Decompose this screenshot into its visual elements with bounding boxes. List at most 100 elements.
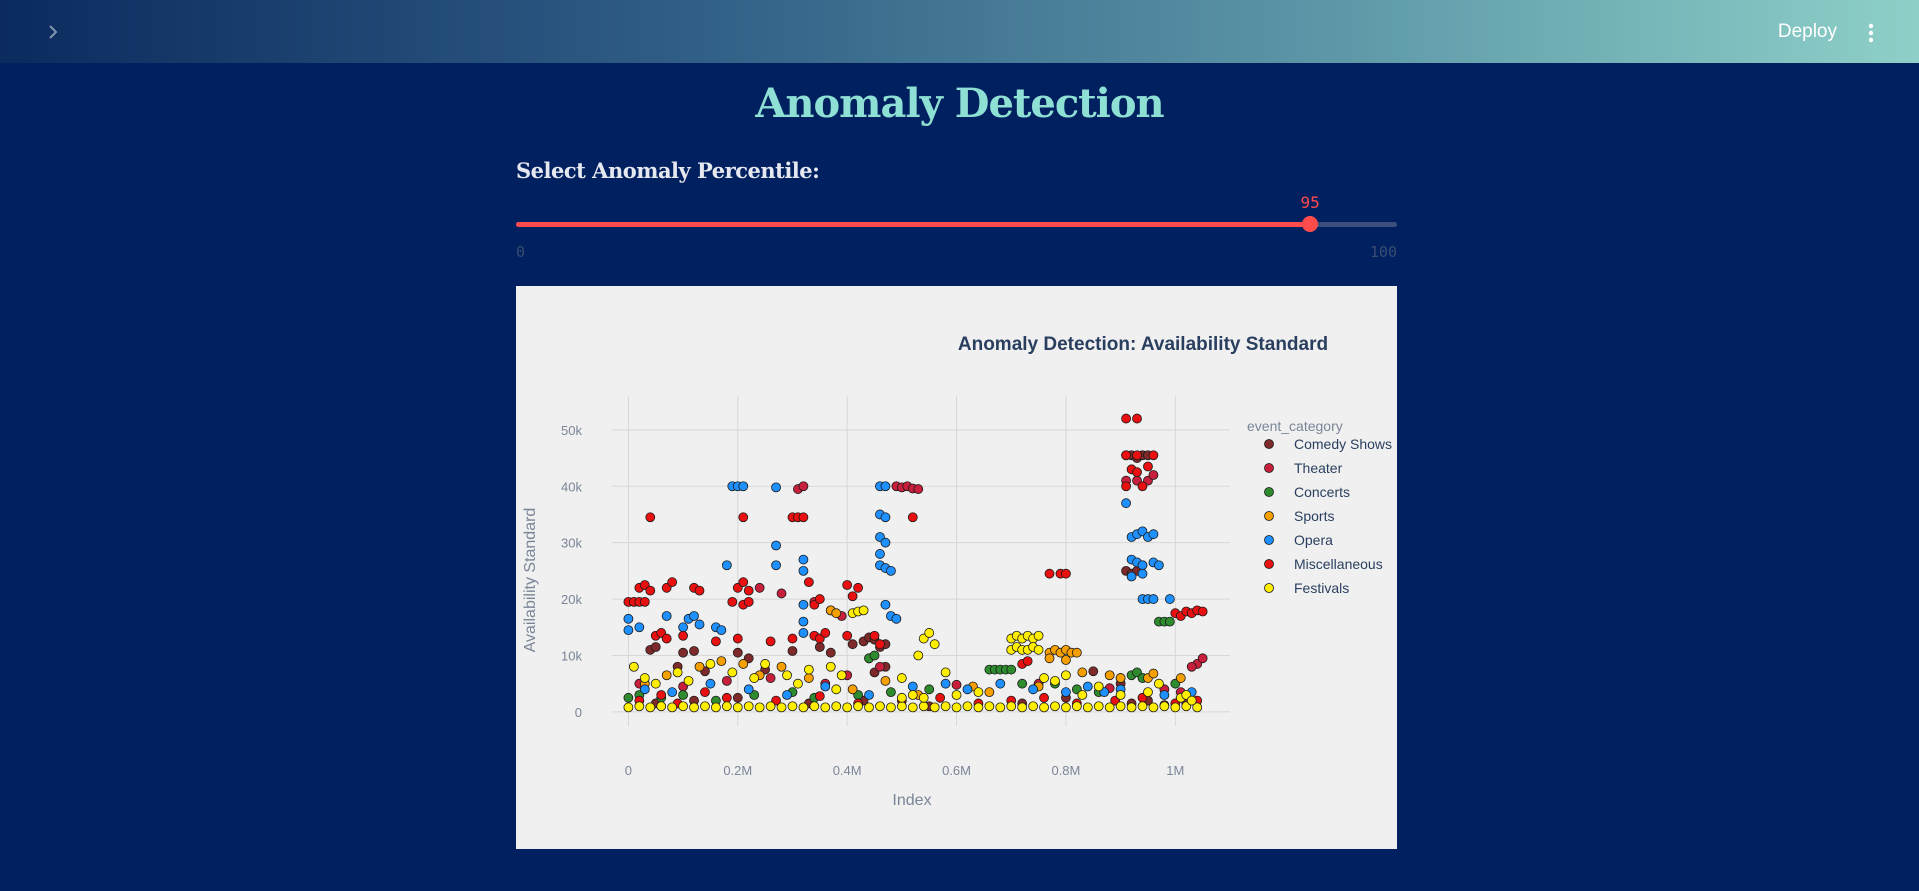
point-sports	[1044, 653, 1055, 664]
point-opera	[623, 625, 634, 636]
point-opera	[864, 690, 874, 700]
point-opera	[880, 481, 891, 492]
point-miscellaneous	[1061, 568, 1071, 579]
point-opera	[886, 565, 896, 576]
legend-marker	[1264, 535, 1274, 545]
point-miscellaneous	[820, 628, 831, 638]
main-menu-button[interactable]	[1861, 20, 1881, 46]
point-festivals	[907, 702, 918, 713]
deploy-button[interactable]: Deploy	[1777, 21, 1837, 42]
point-miscellaneous	[656, 690, 667, 700]
point-festivals	[853, 701, 864, 712]
percentile-slider-value: 95	[1300, 193, 1320, 212]
legend-item-miscellaneous[interactable]: Miscellaneous	[1264, 556, 1383, 572]
legend-item-opera[interactable]: Opera	[1264, 532, 1334, 548]
point-festivals	[1143, 687, 1153, 698]
point-festivals	[803, 664, 814, 675]
point-festivals	[634, 701, 645, 712]
point-festivals	[1154, 678, 1164, 689]
point-festivals	[973, 702, 984, 713]
point-opera	[1159, 690, 1170, 700]
point-festivals	[918, 701, 929, 712]
x-tick-label: 0.6M	[942, 763, 971, 778]
point-theater	[798, 481, 809, 492]
point-festivals	[1082, 702, 1093, 713]
point-miscellaneous	[645, 512, 656, 523]
y-tick-label: 50k	[561, 423, 582, 438]
point-festivals	[907, 690, 918, 700]
point-sports	[738, 659, 749, 669]
legend-label: Concerts	[1294, 484, 1350, 500]
point-opera	[1028, 684, 1039, 695]
slider-min-label: 0	[516, 243, 526, 261]
y-tick-label: 0	[575, 705, 582, 720]
point-festivals	[1115, 701, 1126, 712]
point-miscellaneous	[1148, 450, 1159, 461]
point-festivals	[825, 661, 836, 672]
percentile-slider-thumb[interactable]	[1302, 216, 1319, 232]
point-sports	[831, 608, 842, 619]
point-opera	[880, 599, 891, 610]
chart-points	[623, 413, 1208, 713]
point-opera	[716, 625, 727, 636]
chevron-right-icon	[49, 25, 58, 39]
point-opera	[661, 611, 672, 621]
legend-marker	[1264, 439, 1274, 449]
legend-title: event_category	[1247, 418, 1343, 434]
x-tick-label: 0.8M	[1051, 763, 1080, 778]
point-festivals	[1093, 681, 1104, 692]
point-miscellaneous	[738, 577, 749, 588]
point-sports	[803, 673, 814, 683]
point-festivals	[1061, 702, 1071, 713]
point-festivals	[749, 673, 760, 683]
series-sports	[639, 605, 1186, 700]
point-concerts	[869, 650, 880, 661]
legend-item-festivals[interactable]: Festivals	[1264, 580, 1350, 596]
point-festivals	[656, 701, 667, 712]
percentile-slider-track[interactable]	[516, 222, 1397, 227]
point-comedy-shows	[732, 692, 743, 703]
point-miscellaneous	[639, 596, 650, 607]
point-comedy-shows	[787, 646, 798, 656]
point-festivals	[727, 667, 738, 678]
legend-item-concerts[interactable]: Concerts	[1264, 484, 1351, 500]
legend-marker	[1264, 463, 1274, 473]
point-festivals	[1033, 644, 1044, 655]
point-festivals	[782, 670, 792, 681]
legend-marker	[1264, 487, 1274, 497]
point-miscellaneous	[661, 633, 672, 644]
legend-item-sports[interactable]: Sports	[1264, 508, 1335, 524]
point-comedy-shows	[678, 647, 688, 658]
point-festivals	[1170, 702, 1181, 713]
point-miscellaneous	[732, 633, 743, 644]
point-theater	[1148, 470, 1159, 480]
point-sports	[716, 656, 727, 667]
x-tick-label: 1M	[1166, 763, 1184, 778]
point-opera	[891, 613, 902, 624]
legend-item-theater[interactable]: Theater	[1264, 460, 1343, 476]
point-opera	[1137, 560, 1148, 571]
point-miscellaneous	[1121, 481, 1131, 492]
point-festivals	[683, 675, 694, 686]
point-miscellaneous	[935, 692, 946, 703]
point-festivals	[689, 702, 699, 713]
y-tick-label: 40k	[561, 479, 582, 494]
point-festivals	[1050, 701, 1060, 712]
point-festivals	[667, 702, 678, 713]
point-sports	[1175, 673, 1186, 683]
point-festivals	[623, 702, 634, 713]
legend-item-comedy-shows[interactable]: Comedy Shows	[1264, 436, 1393, 452]
point-festivals	[787, 701, 798, 712]
chart-svg: 0 0.2M 0.4M 0.6M 0.8M 1M 0 10k 20k 30k 40k 50k Anom…	[522, 334, 1393, 809]
point-festivals	[645, 702, 656, 713]
point-festivals	[1077, 690, 1088, 700]
point-miscellaneous	[814, 594, 825, 604]
point-festivals	[896, 701, 907, 712]
point-opera	[1121, 498, 1131, 509]
point-festivals	[886, 702, 896, 713]
point-festivals	[1148, 702, 1159, 713]
point-sports	[776, 661, 787, 672]
point-festivals	[940, 667, 951, 678]
sidebar-expand-button[interactable]	[40, 18, 66, 46]
point-opera	[1137, 568, 1148, 579]
